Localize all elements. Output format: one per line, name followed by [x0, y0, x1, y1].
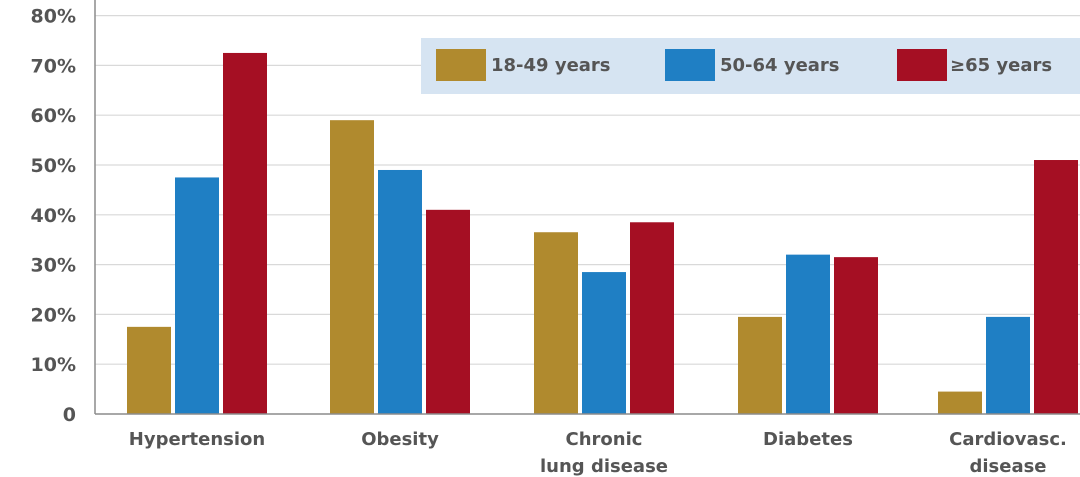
bar [738, 316, 782, 414]
bar [534, 232, 578, 414]
y-tick-label: 50% [31, 155, 76, 177]
legend-label: 18-49 years [491, 55, 611, 76]
x-category-label: Obesity [361, 429, 439, 450]
y-tick-label: 70% [31, 55, 76, 77]
axes [94, 0, 1080, 415]
bar [986, 316, 1030, 414]
bar [378, 169, 422, 414]
x-category-label: disease [969, 456, 1046, 477]
x-category-label: Hypertension [129, 429, 265, 450]
bar [938, 391, 982, 414]
legend-label: 50-64 years [720, 55, 840, 76]
bar [786, 254, 830, 414]
bar [330, 120, 374, 415]
y-tick-label: 10% [31, 354, 76, 376]
x-axis-categories: Hypertension Obesity Chronic lung disease Di… [129, 429, 1067, 477]
bar [175, 177, 219, 414]
bar [630, 222, 674, 414]
legend-box [421, 38, 1080, 94]
legend-swatch [897, 49, 947, 81]
bar [1034, 160, 1078, 414]
bar [127, 326, 171, 414]
legend-swatch [665, 49, 715, 81]
y-tick-label: 40% [31, 205, 76, 227]
x-category-label: lung disease [540, 456, 668, 477]
bar [223, 52, 267, 414]
bar [582, 272, 626, 414]
bars [127, 52, 1078, 415]
x-category-label: Chronic [566, 429, 643, 450]
y-tick-label: 0 [63, 404, 76, 426]
y-tick-label: 20% [31, 304, 76, 326]
x-category-label: Diabetes [763, 429, 853, 450]
bar [426, 209, 470, 414]
legend: 18-49 years 50-64 years ≥65 years [421, 38, 1080, 94]
legend-label: ≥65 years [950, 55, 1052, 76]
bar [834, 257, 878, 414]
x-category-label: Cardiovasc. [949, 429, 1067, 450]
y-tick-label: 60% [31, 105, 76, 127]
y-axis-ticks: 0 10% 20% 30% 40% 50% 60% 70% 80% [31, 6, 76, 426]
legend-swatch [436, 49, 486, 81]
y-tick-label: 30% [31, 255, 76, 277]
y-tick-label: 80% [31, 6, 76, 28]
